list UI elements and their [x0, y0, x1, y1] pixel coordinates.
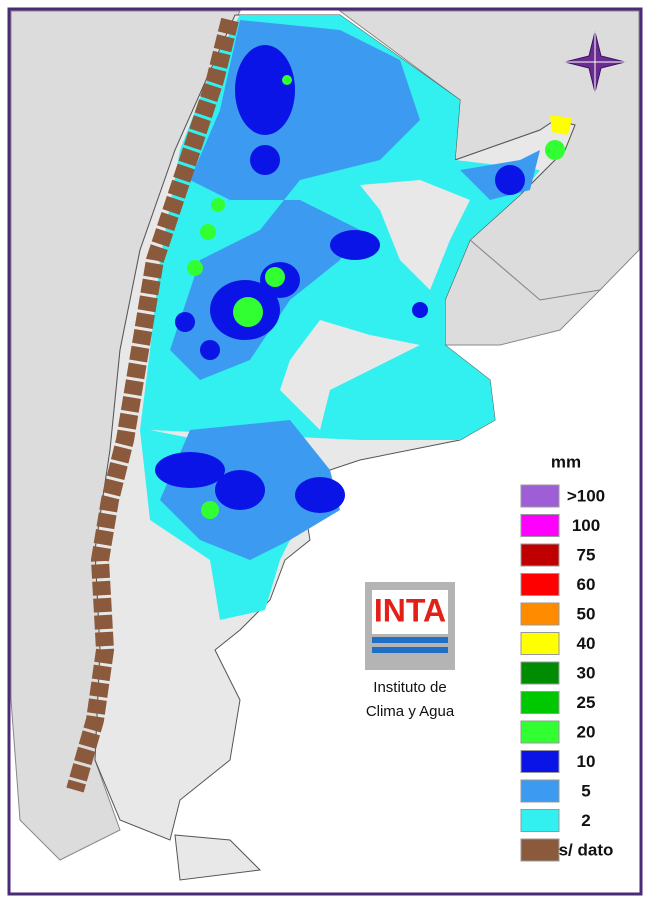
dry-area [280, 320, 420, 430]
legend-swatch [520, 602, 560, 626]
legend-swatch [520, 720, 560, 744]
legend-title: mm [551, 452, 581, 471]
legend-swatch [520, 750, 560, 773]
rain-20 [187, 75, 565, 519]
legend-swatch [520, 573, 560, 596]
rain-40 [550, 115, 572, 135]
legend-swatch [520, 632, 560, 655]
legend-swatch [520, 514, 560, 537]
compass [564, 31, 626, 93]
logo-line: Instituto de [373, 679, 446, 696]
legend-swatch [520, 779, 560, 803]
legend-label: 25 [577, 693, 596, 712]
legend-label: 10 [577, 752, 596, 771]
legend-label: >100 [567, 486, 605, 505]
legend-label: 100 [572, 516, 600, 535]
tierra-del-fuego [174, 834, 262, 881]
legend-label: 40 [577, 634, 596, 653]
legend-swatch [520, 661, 560, 685]
legend-swatch [520, 691, 560, 714]
dry-area [360, 180, 470, 290]
legend-label: 60 [577, 575, 596, 594]
legend-label: 30 [577, 663, 596, 682]
legend-swatch [520, 484, 560, 508]
legend-swatch [520, 838, 560, 862]
no-data [66, 17, 239, 793]
legend: >100 100 75 60 50 40 30 25 20 10 5 2 s/ dato [520, 484, 614, 862]
legend-label: s/ dato [559, 840, 614, 859]
legend-label: 2 [581, 811, 590, 830]
rain-10 [155, 45, 525, 513]
logo-acronym: INTA [374, 592, 446, 628]
logo: INTA [365, 582, 455, 670]
legend-label: 50 [577, 604, 596, 623]
legend-label: 75 [577, 545, 596, 564]
legend-swatch [520, 809, 560, 832]
legend-label: 20 [577, 722, 596, 741]
logo-line: Clima y Agua [366, 703, 455, 720]
legend-label: 5 [581, 781, 590, 800]
legend-swatch [520, 543, 560, 567]
